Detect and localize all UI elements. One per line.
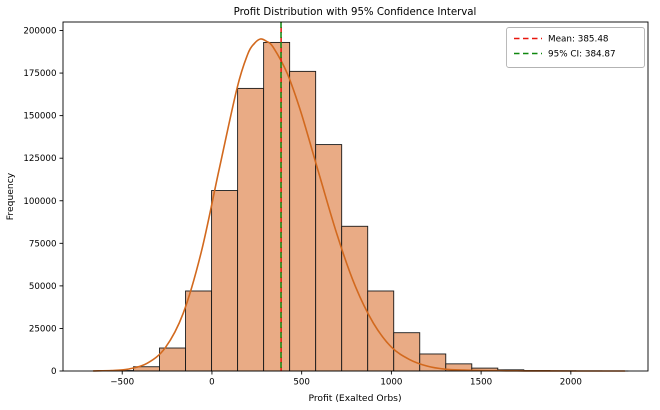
chart-title: Profit Distribution with 95% Confidence … xyxy=(234,7,477,18)
histogram-bar xyxy=(341,225,369,372)
y-tick-label: 200000 xyxy=(23,27,56,37)
y-tick-label: 50000 xyxy=(29,282,57,292)
x-tick-label: 0 xyxy=(209,378,215,388)
y-axis-label: Frequency xyxy=(5,172,16,220)
histogram-bar xyxy=(263,41,291,372)
x-tick-label: 500 xyxy=(293,378,310,388)
histogram-bar xyxy=(289,70,317,372)
x-tick-label: 1000 xyxy=(380,378,402,388)
x-tick-label: 1500 xyxy=(470,378,492,388)
histogram-bar xyxy=(185,290,213,372)
legend-box xyxy=(506,27,645,68)
x-axis-label: Profit (Exalted Orbs) xyxy=(308,393,401,404)
y-tick-label: 150000 xyxy=(23,112,56,122)
y-tick-label: 100000 xyxy=(23,197,56,207)
histogram-bar xyxy=(237,87,265,372)
y-tick-label: 125000 xyxy=(23,154,56,164)
y-tick-label: 175000 xyxy=(23,69,56,79)
x-tick-label: 2000 xyxy=(560,378,582,388)
x-tick-label: −500 xyxy=(110,378,134,388)
y-tick-label: 25000 xyxy=(29,324,57,334)
y-axis: 0 25000 50000 75000 100000 125000 150000 175000… xyxy=(23,27,63,377)
plot-border xyxy=(62,21,649,372)
legend-mean-label: Mean: 385.48 xyxy=(548,35,609,45)
y-tick-label: 0 xyxy=(51,367,57,377)
x-axis: −500 0 500 1000 1500 2000 xyxy=(110,371,582,388)
histogram-bar xyxy=(367,290,395,372)
legend-ci-label: 95% CI: 384.87 xyxy=(548,50,616,60)
histogram-bars xyxy=(107,41,629,372)
y-tick-label: 75000 xyxy=(29,239,57,249)
legend: Mean: 385.48 95% CI: 384.87 xyxy=(506,27,645,68)
histogram-bar xyxy=(211,190,239,372)
histogram-bar xyxy=(159,347,187,372)
